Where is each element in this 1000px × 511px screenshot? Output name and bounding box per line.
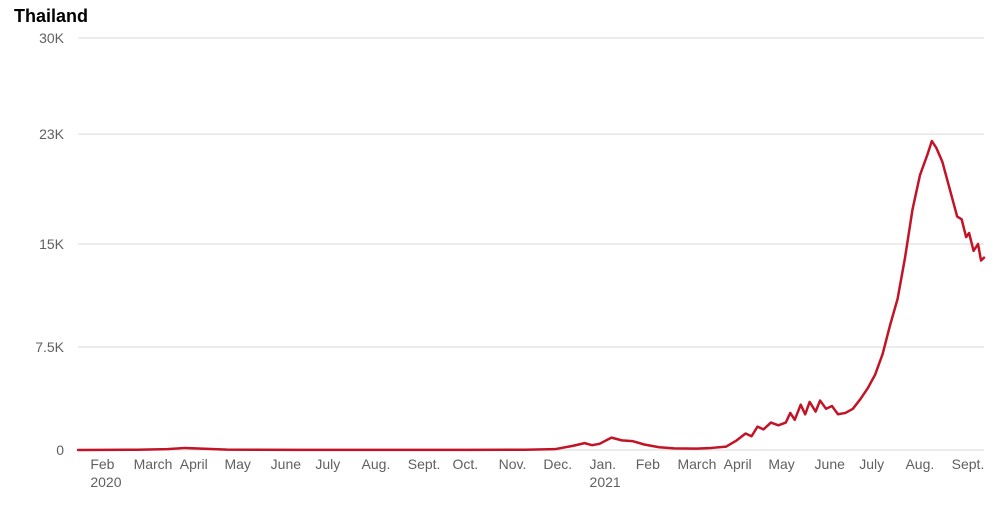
x-tick-label: Aug. [905, 456, 934, 472]
y-tick-label: 30K [0, 30, 64, 46]
x-tick-label: Feb [90, 456, 114, 472]
x-tick-label: April [724, 456, 752, 472]
x-tick-label: Sept. [408, 456, 441, 472]
y-tick-label: 0 [0, 442, 64, 458]
x-tick-label: Feb [636, 456, 660, 472]
y-tick-label: 23K [0, 126, 64, 142]
data-line [78, 141, 984, 450]
x-tick-label: Oct. [452, 456, 478, 472]
x-tick-label: Dec. [543, 456, 572, 472]
x-tick-label: March [677, 456, 716, 472]
x-tick-label: June [271, 456, 301, 472]
chart-plot-svg [0, 0, 1000, 511]
x-tick-label: Jan. [590, 456, 616, 472]
x-tick-label: Nov. [499, 456, 527, 472]
y-tick-label: 7.5K [0, 339, 64, 355]
x-tick-label: Sept. [952, 456, 985, 472]
x-year-label: 2020 [90, 474, 121, 490]
x-tick-label: March [134, 456, 173, 472]
thailand-line-chart: Thailand 07.5K15K23K30KFebMarchAprilMayJ… [0, 0, 1000, 511]
x-tick-label: Aug. [362, 456, 391, 472]
x-tick-label: July [315, 456, 340, 472]
x-tick-label: May [224, 456, 250, 472]
x-tick-label: May [768, 456, 794, 472]
x-tick-label: April [180, 456, 208, 472]
y-tick-label: 15K [0, 236, 64, 252]
x-tick-label: July [859, 456, 884, 472]
x-year-label: 2021 [590, 474, 621, 490]
x-tick-label: June [815, 456, 845, 472]
